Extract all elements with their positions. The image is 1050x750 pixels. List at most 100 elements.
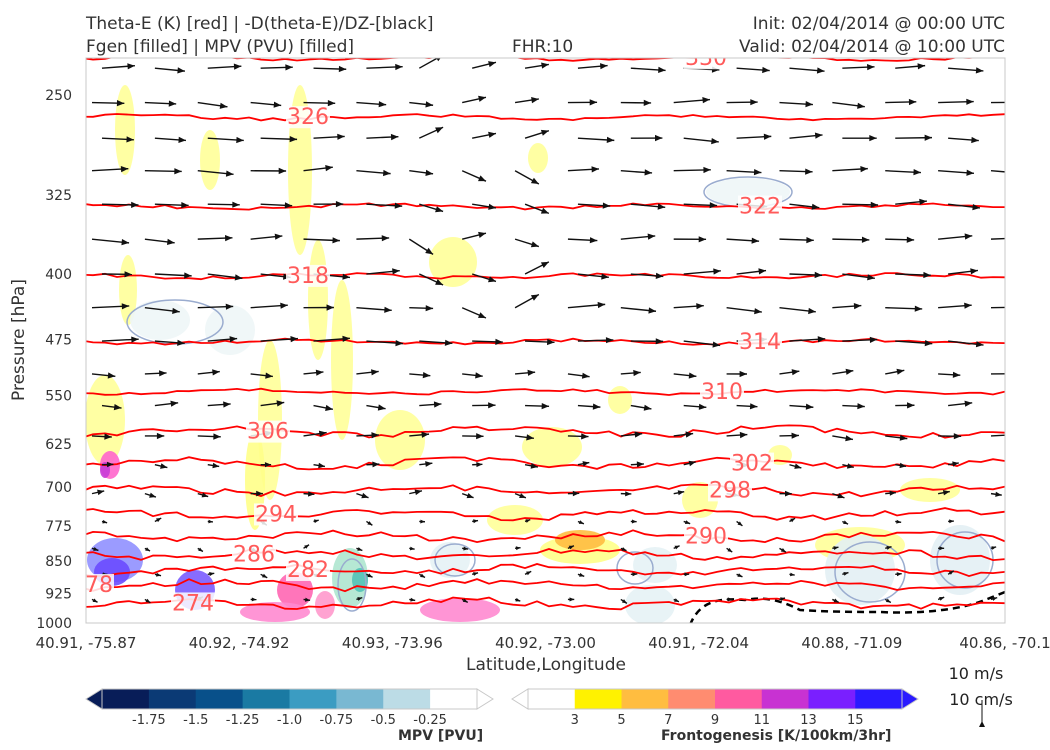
wind-vector — [419, 461, 433, 467]
wind-vector — [313, 404, 334, 411]
wind-vector — [356, 547, 363, 552]
wind-vector — [260, 573, 268, 579]
wind-vector — [304, 29, 341, 35]
wind-vector — [144, 307, 180, 314]
theta-e-label-302: 302 — [731, 452, 773, 477]
wind-vector — [779, 597, 786, 601]
wind-vector — [577, 572, 585, 577]
wind-vector — [895, 271, 931, 279]
fill-region — [375, 410, 425, 470]
wind-vector — [567, 597, 575, 602]
wind-vector — [419, 273, 444, 286]
wind-vector — [303, 491, 315, 497]
wind-vector — [990, 491, 1002, 497]
plot-frame — [85, 57, 1006, 624]
wind-vector — [673, 236, 707, 243]
wind-vector — [832, 166, 868, 173]
wind-vector — [514, 492, 527, 499]
wind-vector — [514, 369, 536, 376]
mpv-colorbar-tick: -1.75 — [132, 713, 166, 728]
y-tick-label: 700 — [45, 480, 72, 496]
wind-vector — [885, 169, 921, 176]
wind-vector — [630, 203, 666, 210]
wind-vector — [938, 546, 945, 551]
y-tick-label: 475 — [45, 332, 72, 348]
theta-e-label-322: 322 — [739, 194, 781, 219]
wind-vector — [144, 100, 177, 107]
wind-vector — [621, 29, 657, 35]
wind-vector — [884, 598, 892, 604]
wind-vector — [736, 268, 767, 275]
wind-vector — [779, 237, 814, 244]
wind-vector — [937, 596, 945, 601]
wind-vector — [568, 32, 603, 38]
fill-region — [331, 280, 353, 440]
wind-vector — [101, 271, 132, 278]
wind-vector — [990, 170, 1005, 173]
wind-vector — [260, 64, 293, 71]
wind-vector — [154, 202, 189, 209]
wind-vector — [726, 547, 733, 553]
wind-vector — [683, 520, 691, 525]
wind-vector — [990, 596, 998, 601]
wind-vector — [514, 238, 540, 248]
wind-vector — [303, 100, 336, 107]
wind-vector — [683, 268, 721, 275]
theta-e-label-334: 334 — [739, 15, 781, 40]
wind-vector — [144, 238, 175, 245]
wind-vector — [101, 519, 108, 524]
wind-vector — [409, 305, 434, 312]
wind-vector — [885, 98, 917, 106]
wind-vector — [948, 67, 984, 74]
theta-e-label-282: 282 — [287, 558, 329, 583]
theta-e-line-298 — [86, 483, 1005, 498]
wind-vector — [250, 101, 282, 108]
wind-vector — [524, 463, 538, 469]
y-tick-label: 325 — [45, 188, 72, 204]
fgen-colorbar-tick: 5 — [617, 713, 625, 728]
wind-vector — [577, 273, 609, 280]
wind-vector — [990, 434, 1005, 437]
wind-vector — [260, 336, 298, 343]
wind-vector — [673, 490, 685, 496]
wind-vector — [842, 64, 875, 71]
wind-vector — [726, 169, 762, 176]
wind-vector — [514, 546, 521, 551]
wind-vector — [356, 101, 387, 108]
x-tick-label: 40.92, -73.00 — [495, 634, 596, 652]
wind-vector — [366, 63, 403, 71]
fgen-colorbar-tick: 13 — [800, 713, 817, 728]
y-tick-label: 1000 — [36, 616, 72, 632]
mpv-colorbar-swatch — [195, 689, 244, 709]
wind-vector — [250, 490, 263, 497]
wind-vector — [207, 401, 231, 408]
fill-region — [608, 386, 632, 414]
wind-vector — [789, 463, 802, 469]
vector-key-arrowhead — [979, 721, 985, 727]
fhr-label: FHR:10 — [512, 37, 574, 57]
wind-vector — [409, 169, 434, 176]
wind-vector — [524, 570, 532, 576]
wind-vector — [91, 433, 112, 440]
y-tick-label: 550 — [45, 388, 72, 404]
wind-vector — [472, 462, 483, 468]
wind-vector — [789, 336, 826, 343]
mpv-colorbar: -1.75 -1.5 -1.25 -1.0 -0.75 -0.5 -0.25 — [85, 688, 494, 728]
wind-vector — [789, 203, 820, 210]
wind-vector — [356, 169, 391, 177]
wind-vector — [366, 340, 404, 347]
x-tick-label: 40.93, -73.96 — [342, 634, 443, 652]
wind-vector — [842, 403, 865, 410]
fgen-colorbar-swatch — [621, 689, 669, 709]
theta-e-line-282 — [86, 563, 1005, 578]
wind-vector — [207, 519, 213, 524]
theta-e-line-306 — [86, 424, 1005, 439]
fgen-colorbar-swatch — [808, 689, 856, 709]
y-tick-label: 625 — [45, 437, 72, 453]
wind-vector — [832, 435, 854, 442]
wind-vector — [947, 570, 955, 575]
wind-vector — [938, 371, 961, 378]
wind-vector — [842, 571, 849, 576]
wind-vector — [620, 169, 653, 176]
